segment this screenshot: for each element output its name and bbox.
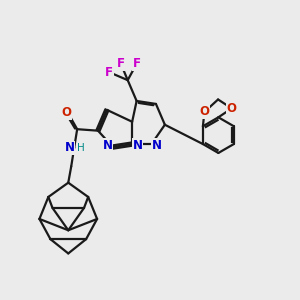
Text: N: N — [152, 139, 162, 152]
Text: N: N — [103, 139, 112, 152]
Text: N: N — [133, 139, 142, 152]
Text: O: O — [227, 102, 237, 115]
Text: H: H — [77, 143, 85, 153]
Text: F: F — [133, 57, 141, 70]
Text: F: F — [105, 66, 113, 79]
Text: F: F — [117, 57, 125, 70]
Text: N: N — [65, 141, 75, 154]
Text: O: O — [62, 106, 72, 119]
Text: O: O — [200, 106, 209, 118]
